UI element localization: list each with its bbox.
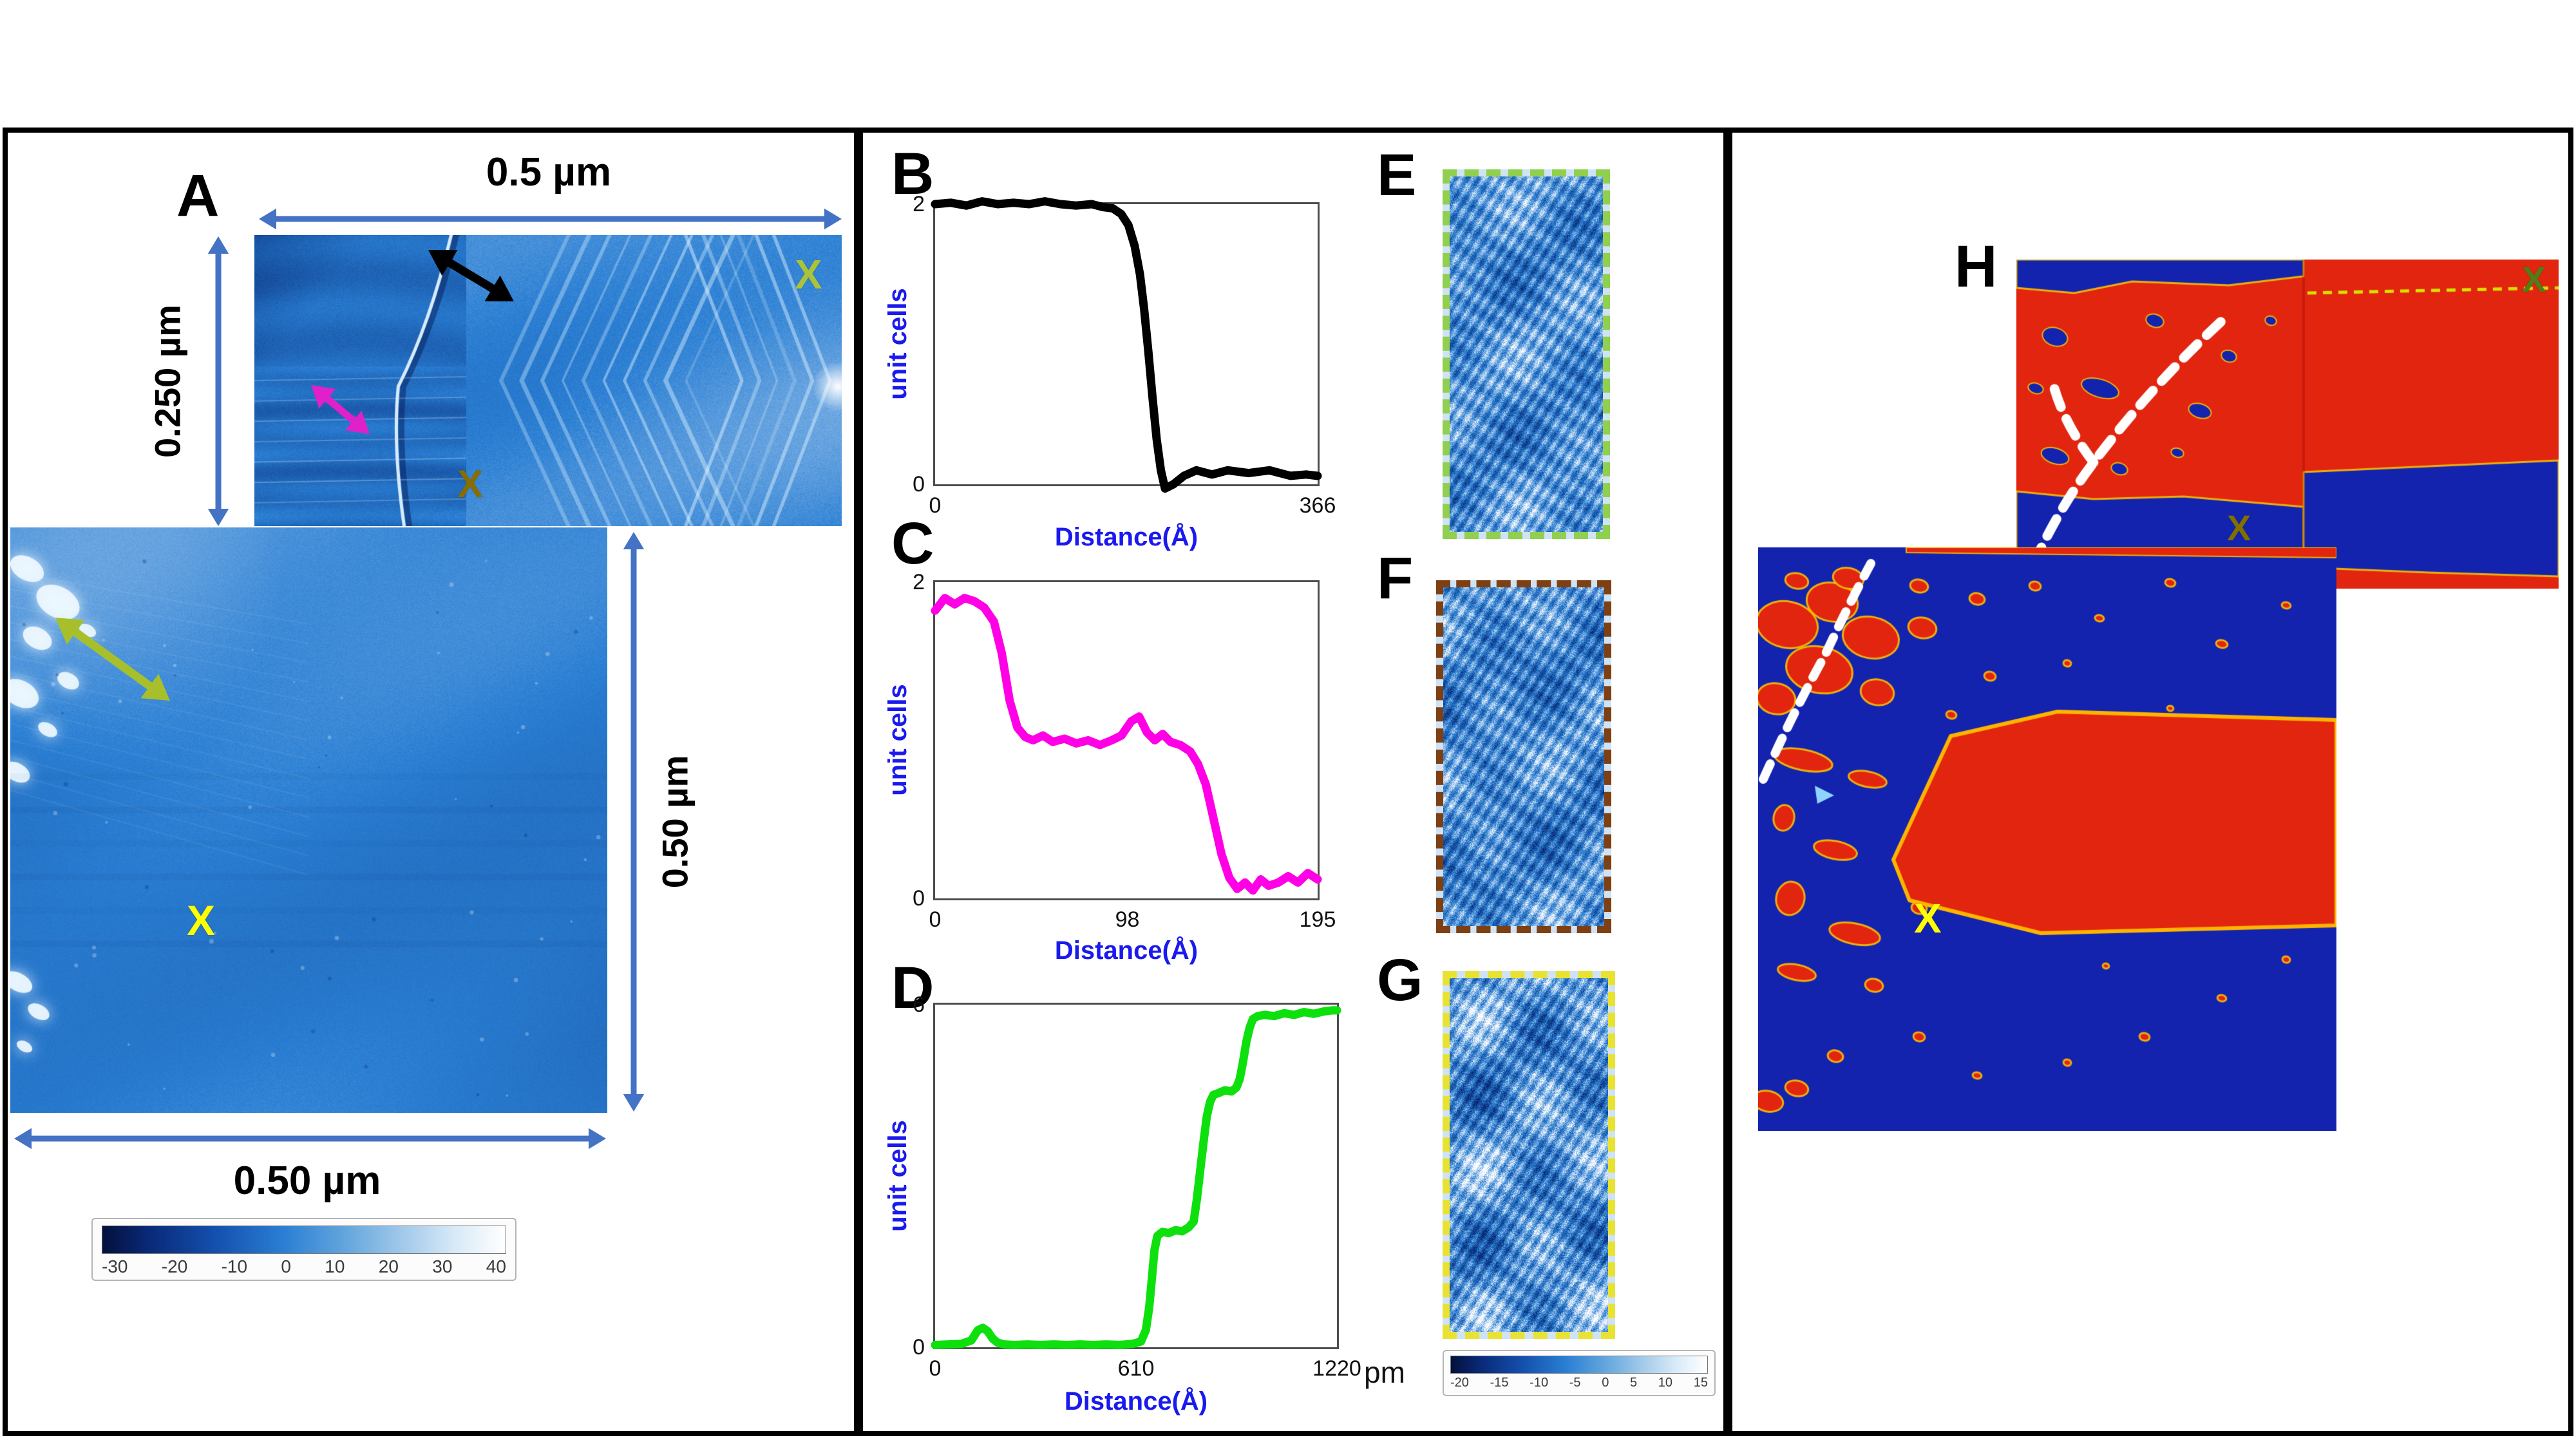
colorbar-tick-label: -10 — [221, 1256, 248, 1276]
colorbar-tick-label: -10 — [1530, 1376, 1549, 1390]
scale-label-left: 0.250 µm — [147, 305, 188, 458]
colorbar-tick-label: -5 — [1569, 1376, 1581, 1390]
colorbar-tick-label: -15 — [1490, 1376, 1509, 1390]
scale-arrow-top — [259, 208, 842, 230]
chart-c-xlabel: Distance(Å) — [1054, 936, 1198, 965]
chart-b-xlabel: Distance(Å) — [1054, 523, 1198, 551]
chart-line — [931, 197, 1322, 493]
colorbar-tick-label: 20 — [378, 1256, 399, 1276]
y-tick-label: 0 — [913, 472, 925, 497]
x-marker-yellowgreen: X — [795, 251, 822, 298]
panel-b-label: B — [891, 141, 934, 207]
height-colorbar-gradient — [102, 1226, 506, 1254]
y-tick-label: 2 — [913, 192, 925, 216]
x-tick-label: 1220 — [1312, 1356, 1361, 1381]
panel-g-label: G — [1377, 947, 1423, 1013]
colorbar-tick-label: 10 — [325, 1256, 345, 1276]
scale-label-right: 0.50 µm — [654, 755, 696, 889]
colorbar-tick-label: 0 — [281, 1256, 291, 1276]
lattice-canvas-g — [1450, 978, 1608, 1332]
pm-unit-label: pm — [1364, 1356, 1405, 1389]
lattice-image-e — [1443, 169, 1610, 539]
x-tick-label: 195 — [1299, 907, 1336, 932]
x-tick-label: 366 — [1299, 493, 1336, 518]
colorbar-tick-label: 30 — [432, 1256, 453, 1276]
y-tick-label: 0 — [913, 1335, 925, 1359]
y-tick-label: 6 — [913, 992, 925, 1017]
x-tick-label: 98 — [1115, 907, 1140, 932]
scale-label-top: 0.5 µm — [486, 150, 612, 194]
y-tick-label: 0 — [913, 886, 925, 911]
colorbar-tick-label: -30 — [102, 1256, 128, 1276]
chart-b-plot: 0 366 0 2 — [913, 193, 1336, 516]
chart-line — [931, 594, 1322, 895]
chart-d-xlabel: Distance(Å) — [1064, 1387, 1208, 1416]
domain-map-bottom — [1758, 547, 2336, 1131]
panel-a: A 0.5 µm 0.250 µm 0.50 µm 0.50 µm X X X … — [3, 128, 859, 1436]
x-tick-label: 0 — [929, 493, 942, 518]
colorbar-tick-label: -20 — [161, 1256, 188, 1276]
chart-d-plot: 0 610 1220 0 6 — [913, 994, 1361, 1379]
pm-colorbar: -20 -15 -10 -5 0 5 10 15 — [1443, 1350, 1716, 1396]
colorbar-tick-label: 10 — [1658, 1376, 1673, 1390]
domain-map-top — [2016, 260, 2559, 589]
chart-b-ylabel: unit cells — [884, 288, 912, 400]
chart-line — [931, 1006, 1341, 1349]
x-marker-olive: X — [457, 462, 484, 506]
panel-e-label: E — [1377, 142, 1417, 208]
panel-f-label: F — [1377, 545, 1414, 611]
pm-colorbar-ticks: -20 -15 -10 -5 0 5 10 15 — [1450, 1376, 1708, 1389]
panel-c-label: C — [891, 511, 934, 576]
height-colorbar: -30 -20 -10 0 10 20 30 40 — [91, 1218, 516, 1281]
colorbar-tick-label: 15 — [1693, 1376, 1708, 1390]
scale-arrow-left — [207, 236, 229, 526]
lattice-canvas-f — [1443, 587, 1604, 926]
x-marker-yellow: X — [187, 896, 216, 944]
x-tick-label: 0 — [929, 1356, 942, 1381]
colorbar-tick-label: 5 — [1630, 1376, 1638, 1390]
chart-c-plot: 0 98 195 0 2 — [913, 571, 1336, 931]
lattice-image-g — [1443, 971, 1615, 1339]
height-colorbar-ticks: -30 -20 -10 0 10 20 30 40 — [102, 1258, 506, 1276]
lattice-canvas-e — [1450, 176, 1603, 532]
pm-colorbar-gradient — [1450, 1356, 1708, 1374]
x-tick-label: 0 — [929, 907, 942, 932]
x-marker-green: X — [2522, 259, 2546, 299]
colorbar-tick-label: 40 — [486, 1256, 506, 1276]
chart-d-ylabel: unit cells — [884, 1120, 912, 1232]
panel-d-label: D — [891, 955, 934, 1021]
panel-a-label: A — [176, 163, 220, 229]
afm-image-large — [10, 527, 607, 1113]
lattice-image-f — [1436, 580, 1611, 933]
chart-c-ylabel: unit cells — [884, 684, 912, 796]
scale-arrow-bottom — [14, 1128, 606, 1150]
colorbar-tick-label: 0 — [1602, 1376, 1609, 1390]
panel-h: H X X X — [1727, 128, 2573, 1436]
scale-label-bottom: 0.50 µm — [233, 1159, 381, 1203]
colorbar-tick-label: -20 — [1450, 1376, 1469, 1390]
scale-arrow-right — [623, 532, 645, 1112]
y-tick-label: 2 — [913, 570, 925, 594]
x-tick-label: 610 — [1117, 1356, 1155, 1381]
x-marker-yellow: X — [1914, 895, 1942, 942]
panel-h-label: H — [1955, 234, 1998, 299]
panel-profiles: B 0 366 0 2 unit cells Distance(Å) C 0 98 195… — [858, 128, 1728, 1436]
x-marker-olive: X — [2227, 507, 2251, 548]
afm-image-top — [254, 235, 842, 526]
